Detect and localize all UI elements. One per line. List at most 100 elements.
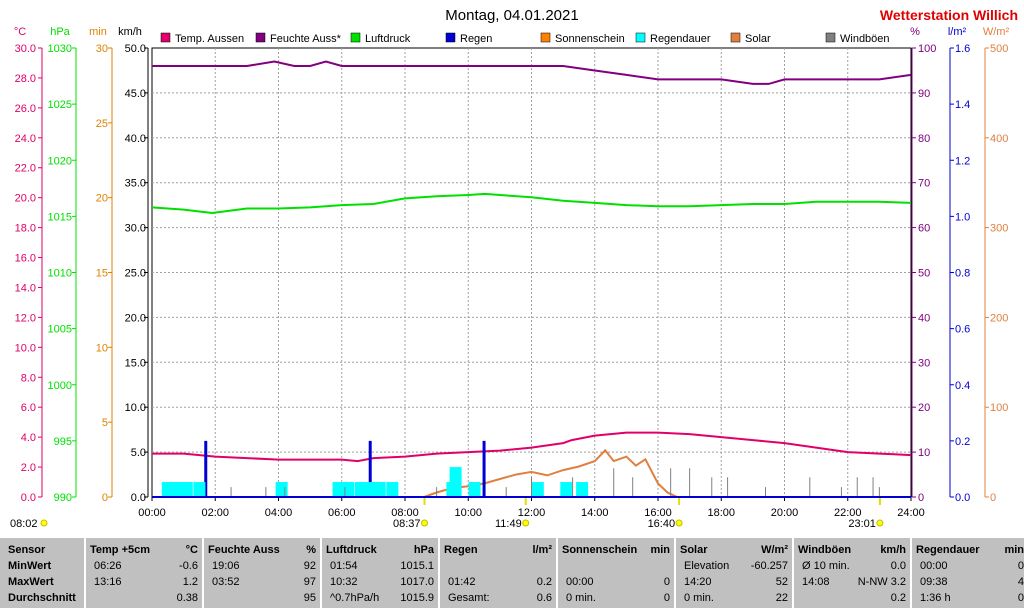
axis-label-minutes: 15	[96, 268, 108, 280]
axis-label-temp: 12.0	[15, 312, 36, 324]
table-cell-value: -0.6	[179, 560, 198, 572]
table-cell-time: 01:54	[330, 560, 358, 572]
rain-duration-bar	[373, 482, 386, 497]
rain-duration-bar	[468, 482, 481, 497]
axis-label-solar: 300	[990, 223, 1008, 235]
row-label: Durchschnitt	[8, 592, 76, 604]
axis-label-pressure: 1005	[48, 324, 72, 336]
x-tick-label: 12:00	[518, 507, 546, 519]
column-separator	[556, 538, 558, 608]
axis-label-wind: 15.0	[125, 357, 146, 369]
rain-duration-bar	[364, 482, 377, 497]
axis-label-rain: 0.0	[955, 492, 970, 504]
table-cell-time: 03:52	[212, 576, 240, 588]
axis-label-temp: 30.0	[15, 43, 36, 55]
axis-label-minutes: 30	[96, 43, 108, 55]
x-tick-label: 18:00	[707, 507, 735, 519]
table-cell-value: 4	[1017, 576, 1024, 588]
table-cell-value: 22	[775, 592, 788, 604]
axis-label-rain: 0.2	[955, 436, 970, 448]
table-cell-value: 0.38	[176, 592, 198, 604]
rain-duration-bar	[449, 467, 462, 497]
series-line-temp-aussen	[152, 431, 912, 463]
table-cell-time: Ø 10 min.	[802, 560, 850, 572]
axis-label-temp: 20.0	[15, 193, 36, 205]
axis-label-wind: 50.0	[125, 43, 146, 55]
table-cell-value: 1017.0	[400, 576, 434, 588]
x-tick-label: 04:00	[265, 507, 293, 519]
x-tick-label: 14:00	[581, 507, 609, 519]
axis-label-temp: 8.0	[21, 372, 36, 384]
column-separator	[84, 538, 86, 608]
axis-unit-temp: °C	[14, 26, 26, 38]
x-tick-label: 20:00	[771, 507, 799, 519]
legend-label: Regen	[460, 33, 492, 45]
axis-label-rain: 1.0	[955, 211, 970, 223]
x-tick-label: 16:00	[644, 507, 672, 519]
chart-title: Montag, 04.01.2021	[445, 7, 578, 24]
column-separator	[438, 538, 440, 608]
axis-label-humidity: 60	[918, 223, 930, 235]
column-unit: km/h	[880, 544, 906, 556]
table-cell-value: 0	[663, 592, 670, 604]
rain-duration-bar	[386, 482, 399, 497]
legend-swatch	[350, 32, 361, 43]
left-time-label: 08:02	[10, 518, 38, 530]
axis-unit-wind: km/h	[118, 26, 142, 38]
axis-label-humidity: 50	[918, 268, 930, 280]
sun-icon	[522, 519, 530, 527]
table-cell-value: 0	[663, 576, 670, 588]
legend-label: Windböen	[840, 33, 890, 45]
row-label: MinWert	[8, 560, 52, 572]
column-unit: min	[650, 544, 670, 556]
axis-label-pressure: 995	[54, 436, 72, 448]
table-cell-time: 14:20	[684, 576, 712, 588]
axis-label-pressure: 1030	[48, 43, 72, 55]
axis-unit-rain: l/m²	[948, 26, 967, 38]
column-header: Solar	[680, 544, 708, 556]
rain-duration-bar	[161, 482, 174, 497]
table-cell-time: 10:32	[330, 576, 358, 588]
sun-event-label: 16:40	[648, 518, 676, 530]
series-line-feuchte-auss-	[152, 60, 912, 85]
legend-swatch	[445, 32, 456, 43]
column-header: Windböen	[798, 544, 852, 556]
axis-label-minutes: 0	[102, 492, 108, 504]
table-cell-value: 97	[303, 576, 316, 588]
axis-label-temp: 16.0	[15, 253, 36, 265]
sun-icon	[40, 519, 48, 527]
axis-label-solar: 100	[990, 402, 1008, 414]
axis-label-wind: 0.0	[131, 492, 146, 504]
table-cell-time: 1:36 h	[920, 592, 951, 604]
axis-label-pressure: 1020	[48, 155, 72, 167]
table-cell-time: 09:38	[920, 576, 948, 588]
axes: 00:00 02:00 04:00 06:00 08:00 10:00 12:00 14:00…	[10, 26, 1009, 530]
axis-label-wind: 35.0	[125, 178, 146, 190]
x-tick-label: 00:00	[138, 507, 166, 519]
column-separator	[320, 538, 322, 608]
rain-duration-bar	[180, 482, 193, 497]
x-tick-label: 22:00	[834, 507, 862, 519]
axis-label-temp: 2.0	[21, 462, 36, 474]
column-unit: °C	[185, 544, 198, 556]
table-cell-time: Elevation	[684, 560, 730, 572]
axis-label-temp: 0.0	[21, 492, 36, 504]
axis-label-temp: 24.0	[15, 133, 36, 145]
column-separator	[674, 538, 676, 608]
x-tick-label: 02:00	[201, 507, 229, 519]
column-header: Temp +5cm	[90, 544, 151, 556]
x-tick-label: 24:00	[897, 507, 925, 519]
axis-label-pressure: 1015	[48, 211, 72, 223]
table-cell-time: ^0.7hPa/h	[330, 592, 380, 604]
table-cell-value: 0.2	[536, 576, 552, 588]
axis-label-humidity: 30	[918, 357, 930, 369]
legend-label: Temp. Aussen	[175, 33, 244, 45]
axis-label-humidity: 100	[918, 43, 936, 55]
table-cell-time: 0 min.	[684, 592, 714, 604]
axis-label-minutes: 5	[102, 417, 108, 429]
rain-bar	[204, 440, 208, 497]
axis-label-pressure: 1000	[48, 380, 72, 392]
axis-label-rain: 1.6	[955, 43, 970, 55]
table-cell-time: 13:16	[94, 576, 122, 588]
axis-unit-minutes: min	[89, 26, 107, 38]
